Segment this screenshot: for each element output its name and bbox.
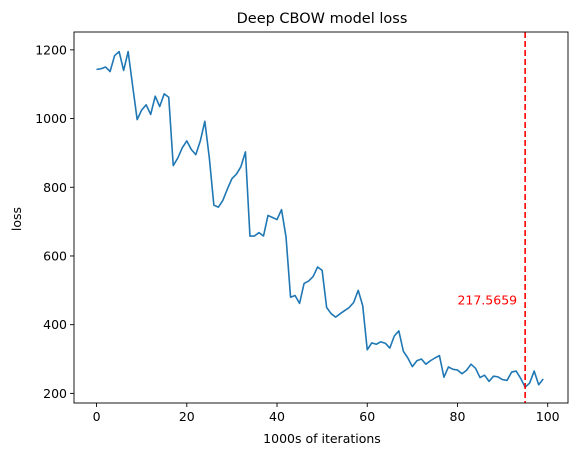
y-tick-label: 800 [43,180,67,195]
y-tick-label: 200 [43,386,67,401]
y-tick-label: 1000 [35,111,67,126]
x-tick-label: 20 [179,409,195,424]
x-tick-label: 60 [359,409,375,424]
plot-frame [73,31,569,404]
y-tick-label: 1200 [35,42,67,57]
chart-title: Deep CBOW model loss [237,11,408,27]
y-tick-label: 400 [43,317,67,332]
y-tick-label: 600 [43,248,67,263]
annotation-label: 217.5659 [457,293,517,308]
x-tick-label: 80 [450,409,466,424]
y-axis-label: loss [9,207,24,231]
x-axis: 0 20 40 60 80 100 [93,403,560,424]
x-tick-label: 0 [93,409,101,424]
y-axis: 200 400 600 800 1000 1200 [35,42,74,401]
series-line-0 [96,50,544,389]
x-tick-label: 40 [269,409,285,424]
x-axis-label: 1000s of iterations [263,431,381,446]
plot-area: 217.5659 [73,31,569,404]
x-tick-label: 100 [536,409,560,424]
